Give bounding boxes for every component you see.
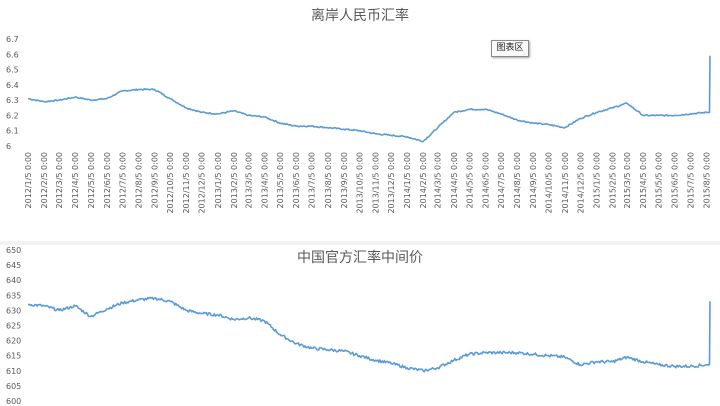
official-central-parity-chart: 中国官方汇率中间价 650 645 640 635 630 625 620 615 610 605 6… <box>6 246 711 406</box>
x-tick-label: 2012/10/5 0:00 <box>166 152 175 214</box>
x-tick-label: 2014/8/5 0:00 <box>513 152 522 208</box>
y-tick-label: 6.5 <box>6 66 19 75</box>
y-tick-label: 625 <box>6 322 21 331</box>
x-tick-label: 2014/3/5 0:00 <box>434 152 443 208</box>
x-tick-label: 2014/11/5 0:00 <box>561 152 570 214</box>
x-tick-label: 2015/6/5 0:00 <box>671 152 680 208</box>
y-tick-label: 610 <box>6 367 21 376</box>
x-tick-label: 2014/4/5 0:00 <box>450 152 459 208</box>
x-tick-label: 2012/1/5 0:00 <box>24 152 33 208</box>
x-tick-label: 2012/11/5 0:00 <box>182 152 191 214</box>
y-tick-label: 640 <box>6 276 21 285</box>
x-tick-label: 2014/12/5 0:00 <box>576 152 585 214</box>
x-tick-label: 2013/6/5 0:00 <box>292 152 301 208</box>
x-tick-label: 2015/7/5 0:00 <box>686 152 695 208</box>
x-tick-label: 2013/1/5 0:00 <box>214 152 223 208</box>
y-tick-label: 635 <box>6 291 21 300</box>
x-tick-label: 2015/1/5 0:00 <box>592 152 601 208</box>
x-tick-label: 2015/8/5 0:00 <box>702 152 711 208</box>
panel-divider <box>0 241 720 245</box>
y-tick-label: 6.4 <box>6 81 19 90</box>
y-tick-label: 6.7 <box>6 35 19 44</box>
y-tick-label: 615 <box>6 352 21 361</box>
x-tick-label: 2013/3/5 0:00 <box>244 152 253 208</box>
x-tick-label: 2013/7/5 0:00 <box>308 152 317 208</box>
chart-title: 中国官方汇率中间价 <box>297 249 423 266</box>
x-tick-label: 2012/12/5 0:00 <box>198 152 207 214</box>
y-tick-label: 6 <box>6 142 11 151</box>
series-line <box>27 55 711 143</box>
y-tick-label: 6.1 <box>6 127 19 136</box>
y-tick-label: 650 <box>6 246 21 255</box>
x-tick-label: 2013/9/5 0:00 <box>340 152 349 208</box>
x-tick-label: 2013/5/5 0:00 <box>276 152 285 208</box>
chart-area-tooltip: 图表区 <box>491 40 529 57</box>
y-tick-label: 605 <box>6 382 21 391</box>
y-tick-label: 620 <box>6 337 21 346</box>
x-tick-label: 2013/4/5 0:00 <box>260 152 269 208</box>
x-tick-label: 2013/11/5 0:00 <box>371 152 380 214</box>
x-tick-label: 2012/5/5 0:00 <box>87 152 96 208</box>
x-tick-label: 2015/5/5 0:00 <box>655 152 664 208</box>
x-tick-label: 2012/6/5 0:00 <box>103 152 112 208</box>
x-tick-label: 2014/7/5 0:00 <box>497 152 506 208</box>
chart-title: 离岸人民币汇率 <box>311 7 409 24</box>
x-tick-label: 2012/9/5 0:00 <box>151 152 160 208</box>
offshore-rmb-chart: 离岸人民币汇率 6.7 6.6 6.5 6.4 6.3 6.2 6.1 6 2012/1/5 0:… <box>6 7 711 214</box>
x-tick-label: 2014/10/5 0:00 <box>545 152 554 214</box>
y-tick-label: 6.2 <box>6 111 19 120</box>
x-tick-label: 2014/1/5 0:00 <box>403 152 412 208</box>
x-tick-label: 2013/8/5 0:00 <box>324 152 333 208</box>
x-tick-label: 2013/12/5 0:00 <box>387 152 396 214</box>
y-tick-label: 645 <box>6 261 21 270</box>
x-tick-label: 2014/6/5 0:00 <box>481 152 490 208</box>
x-tick-label: 2014/9/5 0:00 <box>529 152 538 208</box>
x-tick-label: 2015/2/5 0:00 <box>608 152 617 208</box>
x-tick-label: 2015/4/5 0:00 <box>639 152 648 208</box>
x-tick-label: 2013/10/5 0:00 <box>355 152 364 214</box>
y-tick-label: 630 <box>6 306 21 315</box>
x-tick-label: 2014/5/5 0:00 <box>465 152 474 208</box>
x-tick-label: 2012/4/5 0:00 <box>71 152 80 208</box>
y-tick-label: 6.6 <box>6 50 19 59</box>
x-tick-label: 2012/2/5 0:00 <box>40 152 49 208</box>
y-tick-label: 6.3 <box>6 96 19 105</box>
x-tick-label: 2015/3/5 0:00 <box>623 152 632 208</box>
x-tick-label: 2013/2/5 0:00 <box>230 152 239 208</box>
series-line <box>28 296 711 373</box>
x-tick-label: 2014/2/5 0:00 <box>419 152 428 208</box>
y-tick-label: 600 <box>6 397 21 406</box>
x-tick-label: 2012/8/5 0:00 <box>134 152 143 208</box>
x-tick-label: 2012/3/5 0:00 <box>55 152 64 208</box>
x-tick-label: 2012/7/5 0:00 <box>118 152 127 208</box>
